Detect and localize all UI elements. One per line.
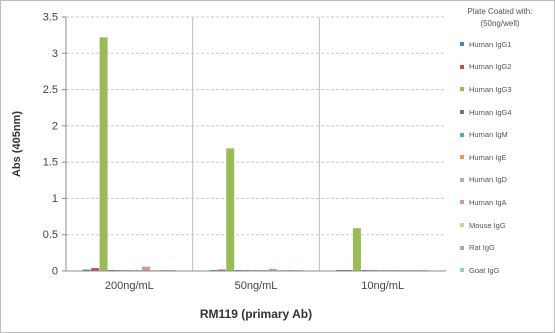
legend-swatch (460, 64, 464, 69)
legend-swatch (460, 200, 464, 205)
legend-swatch (460, 245, 464, 250)
legend-label: Human IgG2 (469, 62, 512, 72)
y-tick-label: 3 (52, 48, 58, 60)
legend-item: Human IgG3 (448, 78, 552, 101)
y-tick-label: 2 (52, 120, 58, 132)
legend-title-line: Plate Coated with: (467, 7, 533, 16)
legend-label: Goat IgG (469, 265, 500, 275)
legend-title-line: (50ng/well) (480, 19, 520, 28)
legend-item: Human IgA (448, 191, 552, 214)
bar-human-igg1-0 (82, 269, 91, 271)
legend-swatch (460, 110, 464, 115)
y-tick-label: 1 (52, 193, 58, 205)
legend-item: Human IgE (448, 146, 552, 169)
legend-item: Mouse IgG (448, 214, 552, 237)
bars (82, 37, 429, 271)
legend-label: Rat IgG (469, 243, 495, 253)
legend: Plate Coated with: (50ng/well) Human IgG… (448, 6, 552, 282)
bar-human-iga-0 (142, 266, 151, 271)
legend-label: Human IgD (469, 175, 507, 185)
bar-human-iga-1 (268, 268, 277, 271)
y-tick-label: 2.5 (43, 84, 58, 96)
x-tick-label: 200ng/mL (105, 280, 154, 292)
legend-title: Plate Coated with: (50ng/well) (448, 6, 552, 30)
y-tick-label: 3.5 (43, 12, 58, 24)
legend-item: Human IgM (448, 123, 552, 146)
legend-swatch (460, 132, 464, 137)
legend-label: Human IgE (469, 152, 507, 162)
y-tick-label: 0.5 (43, 229, 58, 241)
bar-human-igg3-1 (226, 148, 235, 271)
y-tick-labels: 0 0.5 1 1.5 2 2.5 3 3.5 (43, 12, 66, 278)
legend-swatch (460, 177, 464, 182)
legend-item: Human IgG2 (448, 56, 552, 79)
legend-swatch (460, 155, 464, 160)
legend-label: Human IgG3 (469, 84, 512, 94)
y-tick-label: 1.5 (43, 157, 58, 169)
bar-human-igg3-2 (352, 228, 361, 271)
legend-item: Rat IgG (448, 236, 552, 259)
legend-label: Human IgA (469, 197, 507, 207)
legend-swatch (460, 42, 464, 47)
y-tick-label: 0 (52, 266, 58, 278)
legend-item: Human IgG1 (448, 33, 552, 56)
x-tick-label: 10ng/mL (361, 280, 404, 292)
legend-item: Human IgD (448, 169, 552, 192)
legend-items: Human IgG1 Human IgG2 Human IgG3 Human IgG4… (448, 33, 552, 282)
bar-human-igg2-0 (91, 268, 100, 271)
legend-label: Human IgG4 (469, 107, 512, 117)
legend-label: Mouse IgG (469, 220, 506, 230)
y-axis-label: Abs (405nm) (11, 111, 23, 177)
legend-item: Human IgG4 (448, 101, 552, 124)
legend-swatch (460, 223, 464, 228)
x-axis-label: RM119 (primary Ab) (200, 307, 312, 321)
bar-human-igg2-1 (217, 269, 226, 271)
legend-label: Human IgG1 (469, 39, 512, 49)
legend-swatch (460, 268, 464, 273)
gridlines (66, 16, 446, 236)
legend-swatch (460, 87, 464, 92)
category-separators (192, 17, 320, 271)
legend-item: Goat IgG (448, 259, 552, 282)
legend-label: Human IgM (469, 130, 508, 140)
x-tick-labels: 200ng/mL 50ng/mL 10ng/mL (105, 280, 404, 292)
bar-human-igg3-0 (99, 37, 108, 271)
x-tick-label: 50ng/mL (235, 280, 278, 292)
